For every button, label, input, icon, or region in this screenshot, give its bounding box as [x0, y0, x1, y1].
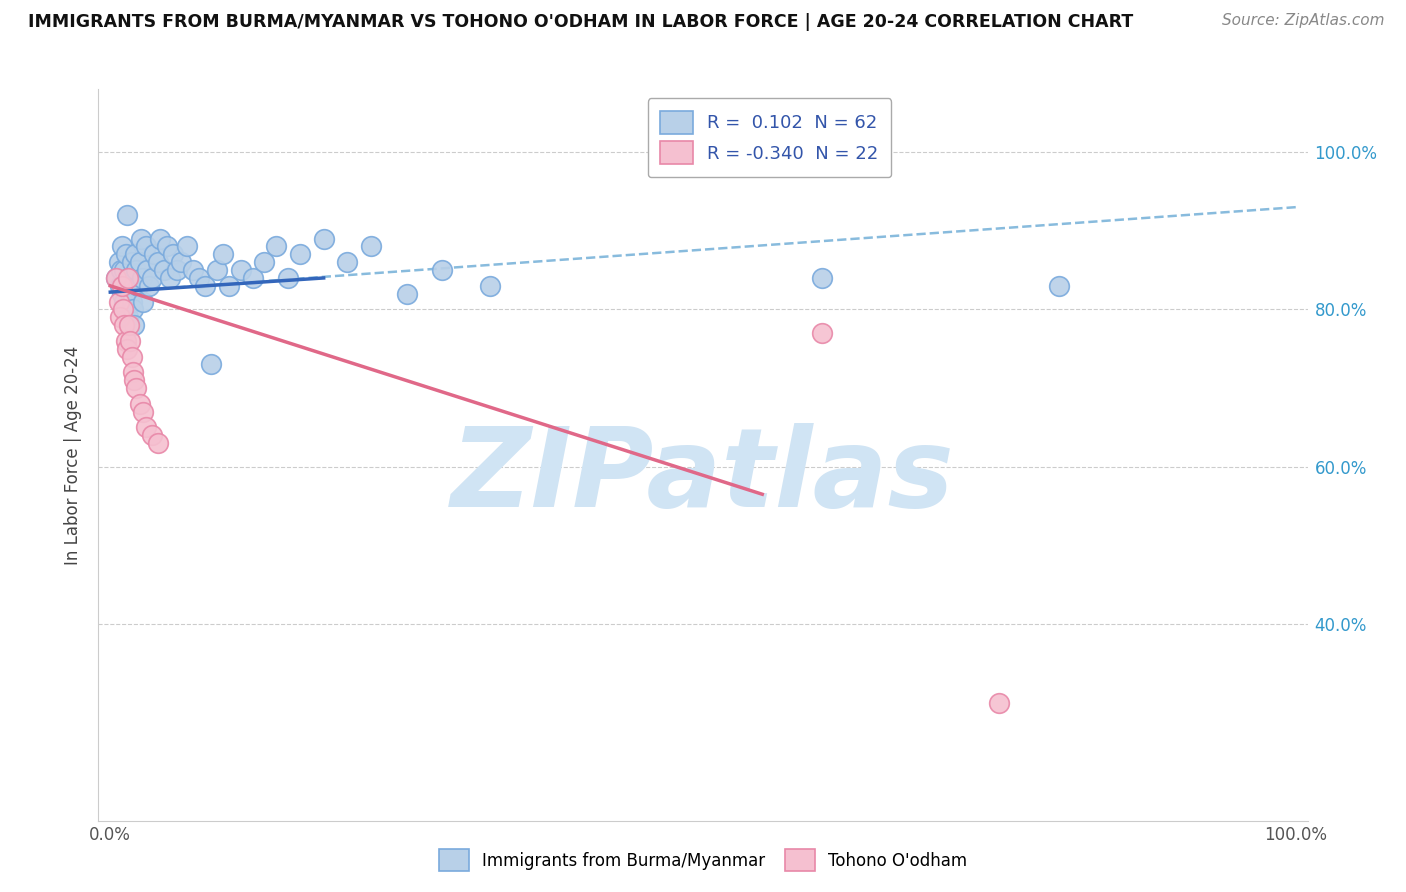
Point: [105, 271, 128, 285]
Point: [253, 255, 276, 269]
Point: [117, 271, 139, 285]
Point: [277, 271, 299, 285]
Point: [129, 255, 152, 269]
Point: [115, 208, 138, 222]
Point: [112, 302, 135, 317]
Point: [120, 334, 142, 348]
Point: [141, 271, 163, 285]
Point: [194, 278, 217, 293]
Point: [108, 310, 131, 325]
Point: [810, 271, 832, 285]
Y-axis label: In Labor Force | Age 20-24: In Labor Force | Age 20-24: [65, 345, 83, 565]
Point: [159, 271, 181, 285]
Point: [117, 310, 139, 325]
Point: [129, 397, 152, 411]
Point: [131, 271, 153, 285]
Point: [146, 436, 169, 450]
Text: IMMIGRANTS FROM BURMA/MYANMAR VS TOHONO O'ODHAM IN LABOR FORCE | AGE 20-24 CORRE: IMMIGRANTS FROM BURMA/MYANMAR VS TOHONO …: [28, 13, 1133, 31]
Point: [111, 278, 134, 293]
Point: [149, 232, 172, 246]
Point: [242, 271, 264, 285]
Point: [114, 302, 136, 317]
Point: [162, 247, 184, 261]
Point: [121, 365, 143, 379]
Point: [111, 239, 134, 253]
Point: [121, 255, 143, 269]
Point: [118, 318, 141, 333]
Point: [336, 255, 359, 269]
Point: [176, 239, 198, 253]
Point: [114, 247, 136, 261]
Point: [152, 263, 174, 277]
Point: [146, 255, 169, 269]
Legend: Immigrants from Burma/Myanmar, Tohono O'odham: Immigrants from Burma/Myanmar, Tohono O'…: [430, 841, 976, 880]
Point: [115, 342, 138, 356]
Point: [360, 239, 382, 253]
Point: [105, 271, 128, 285]
Point: [121, 350, 143, 364]
Point: [288, 247, 311, 261]
Point: [107, 255, 129, 269]
Point: [141, 428, 163, 442]
Point: [121, 302, 143, 317]
Point: [127, 278, 149, 293]
Point: [135, 420, 157, 434]
Legend: R =  0.102  N = 62, R = -0.340  N = 22: R = 0.102 N = 62, R = -0.340 N = 22: [648, 98, 891, 178]
Point: [117, 271, 139, 285]
Point: [135, 239, 157, 253]
Point: [111, 286, 134, 301]
Point: [1047, 278, 1070, 293]
Point: [120, 286, 142, 301]
Point: [212, 247, 235, 261]
Point: [181, 263, 204, 277]
Point: [111, 278, 134, 293]
Point: [138, 278, 160, 293]
Point: [156, 239, 179, 253]
Text: ZIPatlas: ZIPatlas: [451, 424, 955, 531]
Point: [132, 405, 155, 419]
Point: [125, 381, 148, 395]
Point: [143, 247, 166, 261]
Point: [218, 278, 240, 293]
Point: [121, 294, 143, 309]
Point: [205, 263, 228, 277]
Point: [166, 263, 188, 277]
Point: [132, 294, 155, 309]
Point: [432, 263, 454, 277]
Point: [188, 271, 211, 285]
Point: [170, 255, 193, 269]
Point: [125, 263, 148, 277]
Point: [114, 334, 136, 348]
Point: [136, 263, 159, 277]
Point: [810, 326, 832, 340]
Point: [107, 294, 129, 309]
Text: Source: ZipAtlas.com: Source: ZipAtlas.com: [1222, 13, 1385, 29]
Point: [110, 263, 132, 277]
Point: [312, 232, 335, 246]
Point: [395, 286, 418, 301]
Point: [114, 263, 136, 277]
Point: [229, 263, 252, 277]
Point: [118, 271, 141, 285]
Point: [200, 358, 222, 372]
Point: [988, 696, 1011, 710]
Point: [124, 247, 146, 261]
Point: [478, 278, 501, 293]
Point: [114, 318, 136, 333]
Point: [264, 239, 287, 253]
Point: [108, 278, 131, 293]
Point: [122, 373, 145, 387]
Point: [114, 294, 136, 309]
Point: [129, 232, 152, 246]
Point: [122, 318, 145, 333]
